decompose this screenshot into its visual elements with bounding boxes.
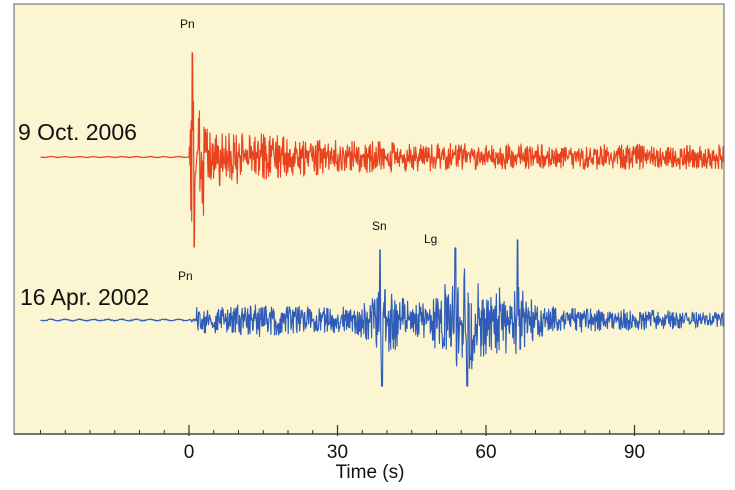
phase-label-pn-2002: Pn [178, 269, 193, 283]
x-tick-label-30: 30 [327, 442, 348, 463]
phase-label-sn: Sn [372, 219, 387, 233]
plot-background [13, 3, 725, 435]
trace-label-2002: 16 Apr. 2002 [20, 284, 149, 310]
x-tick-label-0: 0 [184, 442, 195, 463]
x-tick-label-90: 90 [624, 442, 645, 463]
trace-label-2006: 9 Oct. 2006 [18, 119, 137, 145]
x-axis-minor-ticks [40, 430, 710, 434]
x-tick-label-60: 60 [475, 442, 496, 463]
trace-group-2006: 9 Oct. 2006 Pn [18, 17, 725, 248]
phase-label-lg: Lg [424, 232, 437, 246]
phase-label-pn-2006: Pn [180, 17, 195, 31]
waveform-trace-2002 [40, 239, 725, 387]
x-axis-title: Time (s) [336, 462, 405, 483]
x-axis: 0 30 60 90 Time (s) [14, 425, 724, 483]
waveform-trace-2006 [40, 52, 725, 248]
trace-group-2002: 16 Apr. 2002 Pn Sn Lg [20, 219, 725, 387]
